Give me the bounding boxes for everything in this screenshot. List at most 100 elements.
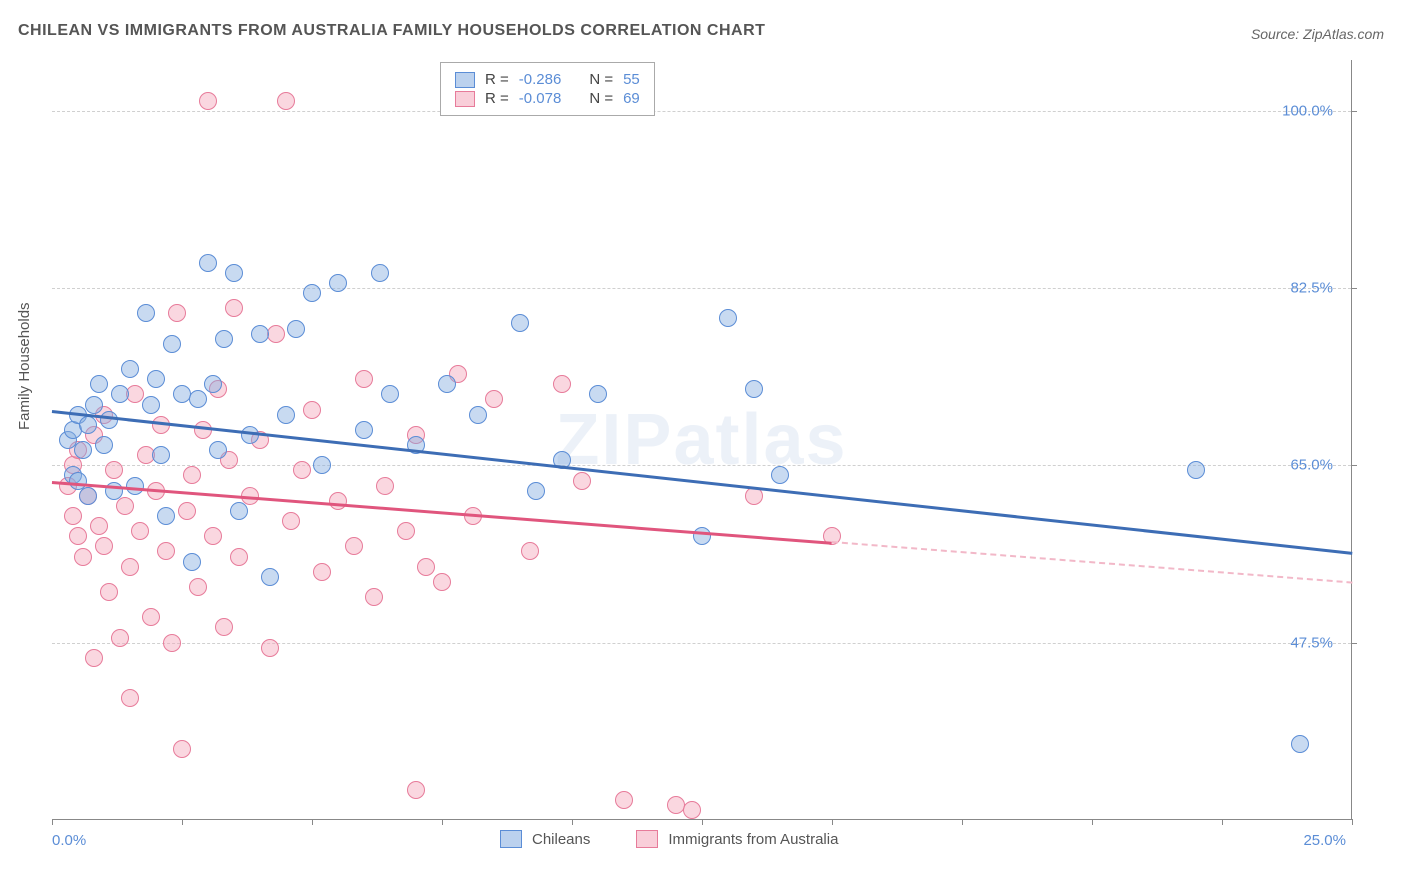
scatter-point-chileans bbox=[469, 406, 487, 424]
scatter-point-chileans bbox=[287, 320, 305, 338]
scatter-point-immigrants bbox=[376, 477, 394, 495]
scatter-point-chileans bbox=[527, 482, 545, 500]
scatter-point-immigrants bbox=[485, 390, 503, 408]
scatter-point-immigrants bbox=[142, 608, 160, 626]
x-tick-label-min: 0.0% bbox=[52, 832, 86, 849]
scatter-point-immigrants bbox=[345, 537, 363, 555]
scatter-point-immigrants bbox=[74, 548, 92, 566]
scatter-point-immigrants bbox=[553, 375, 571, 393]
scatter-point-immigrants bbox=[157, 542, 175, 560]
scatter-point-chileans bbox=[371, 264, 389, 282]
scatter-point-chileans bbox=[261, 568, 279, 586]
scatter-point-chileans bbox=[225, 264, 243, 282]
n-label: N = bbox=[589, 71, 613, 88]
scatter-point-immigrants bbox=[365, 588, 383, 606]
scatter-point-immigrants bbox=[521, 542, 539, 560]
y-tick-label: 47.5% bbox=[1290, 634, 1333, 651]
y-tick bbox=[1351, 111, 1357, 112]
swatch-pink-icon bbox=[636, 830, 658, 848]
scatter-point-immigrants bbox=[85, 649, 103, 667]
plot-area: ZIPatlas 47.5%65.0%82.5%100.0% bbox=[52, 60, 1352, 820]
chart-title: CHILEAN VS IMMIGRANTS FROM AUSTRALIA FAM… bbox=[18, 22, 765, 40]
gridline bbox=[52, 465, 1351, 466]
n-label: N = bbox=[589, 90, 613, 107]
stats-row-immigrants: R = -0.078 N = 69 bbox=[455, 90, 640, 107]
scatter-point-chileans bbox=[1187, 461, 1205, 479]
x-tick bbox=[52, 819, 53, 825]
scatter-point-immigrants bbox=[267, 325, 285, 343]
scatter-point-chileans bbox=[204, 375, 222, 393]
x-tick bbox=[1352, 819, 1353, 825]
swatch-pink-icon bbox=[455, 91, 475, 107]
scatter-point-immigrants bbox=[417, 558, 435, 576]
y-tick-label: 82.5% bbox=[1290, 280, 1333, 297]
r-label: R = bbox=[485, 90, 509, 107]
n-value-immigrants: 69 bbox=[623, 90, 640, 107]
scatter-point-chileans bbox=[719, 309, 737, 327]
scatter-point-chileans bbox=[95, 436, 113, 454]
scatter-point-immigrants bbox=[397, 522, 415, 540]
scatter-point-chileans bbox=[215, 330, 233, 348]
swatch-blue-icon bbox=[455, 72, 475, 88]
x-tick bbox=[1222, 819, 1223, 825]
scatter-point-immigrants bbox=[329, 492, 347, 510]
scatter-point-immigrants bbox=[189, 578, 207, 596]
scatter-point-immigrants bbox=[183, 466, 201, 484]
scatter-point-chileans bbox=[209, 441, 227, 459]
scatter-point-chileans bbox=[79, 487, 97, 505]
scatter-point-chileans bbox=[230, 502, 248, 520]
scatter-point-immigrants bbox=[64, 507, 82, 525]
legend-label-chileans: Chileans bbox=[532, 831, 590, 848]
scatter-point-chileans bbox=[90, 375, 108, 393]
r-label: R = bbox=[485, 71, 509, 88]
scatter-point-chileans bbox=[511, 314, 529, 332]
scatter-point-immigrants bbox=[313, 563, 331, 581]
scatter-point-chileans bbox=[137, 304, 155, 322]
y-tick-label: 100.0% bbox=[1282, 102, 1333, 119]
x-tick bbox=[572, 819, 573, 825]
scatter-point-chileans bbox=[241, 426, 259, 444]
scatter-point-chileans bbox=[157, 507, 175, 525]
scatter-point-chileans bbox=[1291, 735, 1309, 753]
scatter-point-immigrants bbox=[90, 517, 108, 535]
y-tick-label: 65.0% bbox=[1290, 457, 1333, 474]
scatter-point-chileans bbox=[589, 385, 607, 403]
scatter-point-immigrants bbox=[194, 421, 212, 439]
scatter-point-immigrants bbox=[173, 740, 191, 758]
scatter-point-immigrants bbox=[230, 548, 248, 566]
scatter-point-chileans bbox=[126, 477, 144, 495]
scatter-point-chileans bbox=[183, 553, 201, 571]
source-label: Source: ZipAtlas.com bbox=[1251, 26, 1384, 42]
legend-label-immigrants: Immigrants from Australia bbox=[668, 831, 838, 848]
gridline bbox=[52, 288, 1351, 289]
scatter-point-chileans bbox=[85, 396, 103, 414]
regression-line-immigrants-extrapolated bbox=[832, 541, 1352, 584]
scatter-point-immigrants bbox=[261, 639, 279, 657]
y-tick bbox=[1351, 465, 1357, 466]
scatter-point-immigrants bbox=[69, 527, 87, 545]
scatter-point-chileans bbox=[251, 325, 269, 343]
scatter-point-chileans bbox=[199, 254, 217, 272]
x-tick bbox=[832, 819, 833, 825]
r-value-chileans: -0.286 bbox=[519, 71, 562, 88]
scatter-point-chileans bbox=[771, 466, 789, 484]
scatter-point-immigrants bbox=[204, 527, 222, 545]
scatter-point-chileans bbox=[381, 385, 399, 403]
r-value-immigrants: -0.078 bbox=[519, 90, 562, 107]
scatter-point-immigrants bbox=[121, 558, 139, 576]
y-tick bbox=[1351, 288, 1357, 289]
scatter-point-immigrants bbox=[225, 299, 243, 317]
scatter-point-immigrants bbox=[293, 461, 311, 479]
scatter-point-immigrants bbox=[615, 791, 633, 809]
scatter-point-chileans bbox=[277, 406, 295, 424]
n-value-chileans: 55 bbox=[623, 71, 640, 88]
scatter-point-chileans bbox=[152, 446, 170, 464]
scatter-point-chileans bbox=[693, 527, 711, 545]
scatter-point-chileans bbox=[189, 390, 207, 408]
series-legend: Chileans Immigrants from Australia bbox=[500, 830, 838, 848]
scatter-point-chileans bbox=[74, 441, 92, 459]
scatter-point-immigrants bbox=[105, 461, 123, 479]
scatter-point-chileans bbox=[121, 360, 139, 378]
scatter-point-chileans bbox=[329, 274, 347, 292]
gridline bbox=[52, 643, 1351, 644]
